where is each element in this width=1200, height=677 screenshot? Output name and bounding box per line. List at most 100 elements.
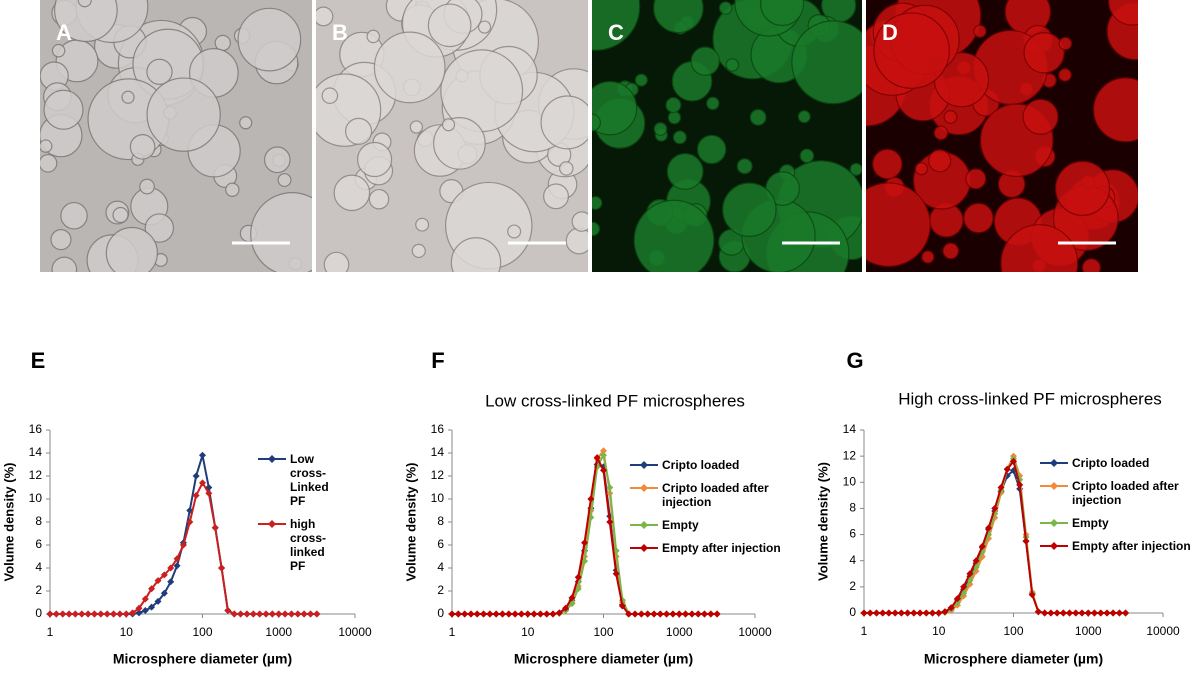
droplet [866, 182, 931, 267]
droplet [239, 116, 253, 130]
droplet [559, 161, 574, 176]
data-point [192, 472, 200, 480]
data-point [237, 610, 245, 618]
data-point [663, 610, 671, 618]
data-point [656, 610, 664, 618]
y-tick-label: 2 [437, 583, 444, 597]
data-point [307, 610, 315, 618]
data-point [891, 609, 899, 617]
data-point [524, 610, 532, 618]
data-point [947, 604, 955, 612]
x-tick-label: 1 [449, 625, 456, 639]
legend-swatch [630, 544, 658, 552]
y-tick-label: 16 [431, 422, 445, 436]
data-point [650, 610, 658, 618]
y-axis-label: Volume density (%) [1, 463, 16, 582]
data-point [873, 609, 881, 617]
data-point [688, 610, 696, 618]
data-point [574, 585, 582, 593]
data-point [669, 610, 677, 618]
data-point [473, 610, 481, 618]
data-point [972, 557, 980, 565]
droplet [791, 20, 862, 105]
data-point [1109, 609, 1117, 617]
data-point [644, 610, 652, 618]
droplet [1054, 160, 1111, 216]
data-point [281, 610, 289, 618]
droplet [345, 117, 373, 145]
droplet [121, 90, 135, 104]
data-point [953, 595, 961, 603]
x-tick-label: 1 [861, 624, 868, 638]
legend-item: Empty [630, 518, 790, 532]
droplet [373, 31, 446, 104]
droplet [77, 0, 92, 8]
x-tick-label: 1000 [666, 625, 693, 639]
droplet [1058, 68, 1072, 82]
x-tick-label: 1000 [1075, 624, 1102, 638]
droplet [928, 149, 952, 173]
data-point [978, 542, 986, 550]
y-tick-label: 10 [843, 474, 857, 488]
data-point [249, 610, 257, 618]
data-point [84, 610, 92, 618]
droplet [799, 148, 815, 164]
data-point [511, 610, 519, 618]
x-axis-label: Microsphere diameter (µm) [924, 651, 1103, 667]
droplet [146, 58, 173, 86]
data-point [505, 610, 513, 618]
droplet [368, 188, 390, 210]
y-tick-label: 14 [843, 422, 857, 436]
droplet [540, 95, 588, 150]
chart-title: Low cross-linked PF microspheres [485, 391, 745, 410]
droplet [543, 183, 569, 210]
x-tick-label: 100 [192, 625, 212, 639]
data-point [52, 610, 60, 618]
x-tick-label: 10 [932, 624, 946, 638]
droplet [1058, 36, 1073, 51]
droplet [872, 148, 903, 180]
y-tick-label: 0 [849, 605, 856, 619]
data-point [1084, 609, 1092, 617]
data-point [568, 594, 576, 602]
data-point [71, 610, 79, 618]
y-tick-label: 0 [35, 606, 42, 620]
droplet [653, 122, 668, 136]
droplet [477, 20, 492, 34]
x-tick-label: 10 [120, 625, 134, 639]
data-point [581, 557, 589, 565]
data-point [517, 610, 525, 618]
data-point [1078, 609, 1086, 617]
droplet [933, 125, 949, 141]
data-point [700, 610, 708, 618]
droplet [105, 226, 158, 272]
droplet [225, 182, 240, 198]
data-point [922, 609, 930, 617]
data-point [985, 524, 993, 532]
legend-label: Cripto loaded after injection [662, 481, 769, 509]
y-tick-label: 8 [849, 501, 856, 515]
data-point [631, 610, 639, 618]
droplet [592, 0, 641, 51]
data-point [97, 610, 105, 618]
data-point [600, 466, 607, 474]
droplet [760, 0, 805, 27]
x-tick-label: 100 [1003, 624, 1023, 638]
legend-swatch [630, 521, 658, 529]
x-tick-label: 10000 [338, 625, 372, 639]
data-point [65, 610, 73, 618]
droplet [873, 12, 950, 89]
data-point [300, 610, 308, 618]
legend-label: Empty [662, 518, 699, 532]
data-point [1103, 609, 1111, 617]
x-tick-label: 10000 [1146, 624, 1180, 638]
data-point [110, 610, 118, 618]
droplet [323, 251, 350, 272]
droplet [321, 87, 339, 104]
legend-item: Empty after injection [1040, 539, 1200, 553]
data-point [682, 610, 690, 618]
data-point [135, 609, 143, 617]
x-tick-label: 10 [521, 625, 535, 639]
